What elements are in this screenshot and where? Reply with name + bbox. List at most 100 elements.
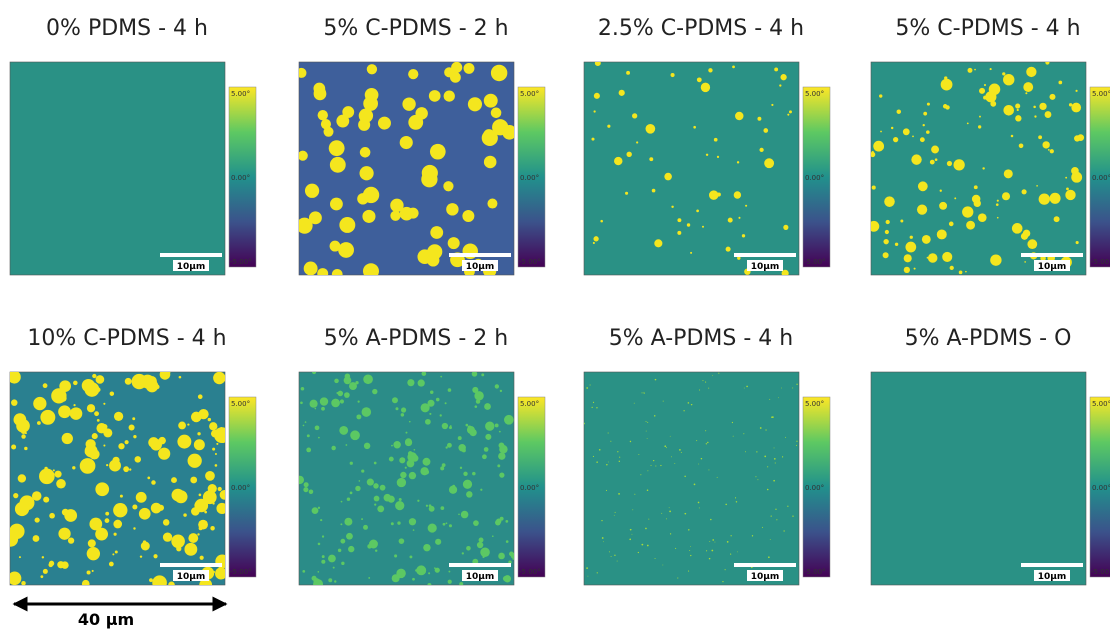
scale-bar xyxy=(734,563,796,567)
scale-bar xyxy=(449,253,511,257)
particle xyxy=(645,430,647,432)
particle xyxy=(330,197,343,211)
particle xyxy=(596,407,598,409)
particle xyxy=(357,193,369,205)
particle xyxy=(328,554,336,563)
particle xyxy=(631,533,633,535)
particle xyxy=(948,221,954,227)
particle xyxy=(1066,187,1069,191)
particle xyxy=(494,384,500,389)
particle xyxy=(596,461,598,463)
particle xyxy=(129,468,132,471)
particle xyxy=(942,104,948,109)
panel-title: 10% C-PDMS - 4 h xyxy=(27,326,226,351)
particle xyxy=(213,372,225,385)
particle xyxy=(607,461,609,463)
particle xyxy=(770,515,772,517)
particle xyxy=(589,384,591,386)
particle xyxy=(336,114,350,128)
particle xyxy=(362,209,376,223)
particle xyxy=(429,412,432,415)
particle xyxy=(766,488,769,491)
particle xyxy=(465,423,469,427)
particle xyxy=(108,561,114,567)
particle xyxy=(407,451,413,456)
particle xyxy=(37,421,41,425)
particle xyxy=(427,583,432,585)
particle xyxy=(979,115,981,118)
particle xyxy=(428,504,432,508)
particle xyxy=(462,209,475,222)
particle xyxy=(92,373,97,379)
particle xyxy=(498,442,505,449)
particle xyxy=(162,519,170,526)
particle xyxy=(654,378,657,381)
particle xyxy=(1065,176,1068,179)
colorbar-max: 5.00° xyxy=(231,90,250,98)
colorbar xyxy=(1089,86,1110,268)
particle xyxy=(679,449,681,451)
particle xyxy=(485,421,495,431)
particle xyxy=(919,137,925,143)
particle xyxy=(390,210,401,221)
particle xyxy=(457,436,462,441)
particle xyxy=(202,490,217,505)
particle xyxy=(591,406,593,409)
particle xyxy=(321,555,325,559)
particle xyxy=(342,106,355,118)
particle xyxy=(188,533,199,543)
particle xyxy=(618,89,625,96)
panel: 10% C-PDMS - 4 h 10μm 5.00° 0.00° -5.00° xyxy=(9,326,257,586)
particle xyxy=(879,94,883,98)
particle xyxy=(709,190,719,200)
particle xyxy=(880,130,882,133)
particle xyxy=(336,392,339,394)
particle xyxy=(896,109,902,114)
particle xyxy=(152,575,167,585)
particle xyxy=(1071,171,1083,183)
particle xyxy=(929,159,935,165)
particle xyxy=(94,411,99,417)
particle xyxy=(96,419,100,422)
particle xyxy=(416,565,427,576)
particle xyxy=(400,471,407,479)
particle xyxy=(709,541,711,542)
particle xyxy=(334,378,339,384)
particle xyxy=(763,128,769,133)
particle xyxy=(768,556,770,559)
particle xyxy=(698,463,700,465)
particle xyxy=(51,388,67,404)
particle xyxy=(917,181,928,192)
colorbar-mid: 0.00° xyxy=(1092,174,1110,182)
panel-title: 2.5% C-PDMS - 4 h xyxy=(598,16,804,41)
particle xyxy=(379,484,386,491)
particle xyxy=(669,510,671,513)
particle xyxy=(962,206,974,218)
scale-bar-label: 10μm xyxy=(751,572,780,582)
colorbar-max: 5.00° xyxy=(805,90,824,98)
particle xyxy=(320,518,323,522)
particle xyxy=(1038,135,1043,140)
particle xyxy=(586,387,589,389)
particle xyxy=(42,568,48,574)
particle xyxy=(340,500,343,503)
particle xyxy=(871,220,880,232)
particle xyxy=(425,418,431,425)
particle xyxy=(448,426,452,430)
particle xyxy=(698,507,700,509)
particle xyxy=(86,570,91,575)
particle xyxy=(449,71,461,83)
particle xyxy=(10,531,16,537)
particle xyxy=(690,403,693,406)
particle xyxy=(448,485,458,494)
particle xyxy=(584,422,585,425)
particle xyxy=(205,470,215,481)
particle xyxy=(989,68,992,71)
particle xyxy=(662,400,664,402)
particle xyxy=(193,510,197,514)
particle xyxy=(1015,103,1021,109)
particle xyxy=(358,108,374,123)
particle xyxy=(677,577,679,579)
particle xyxy=(304,183,320,198)
particle xyxy=(128,424,135,431)
